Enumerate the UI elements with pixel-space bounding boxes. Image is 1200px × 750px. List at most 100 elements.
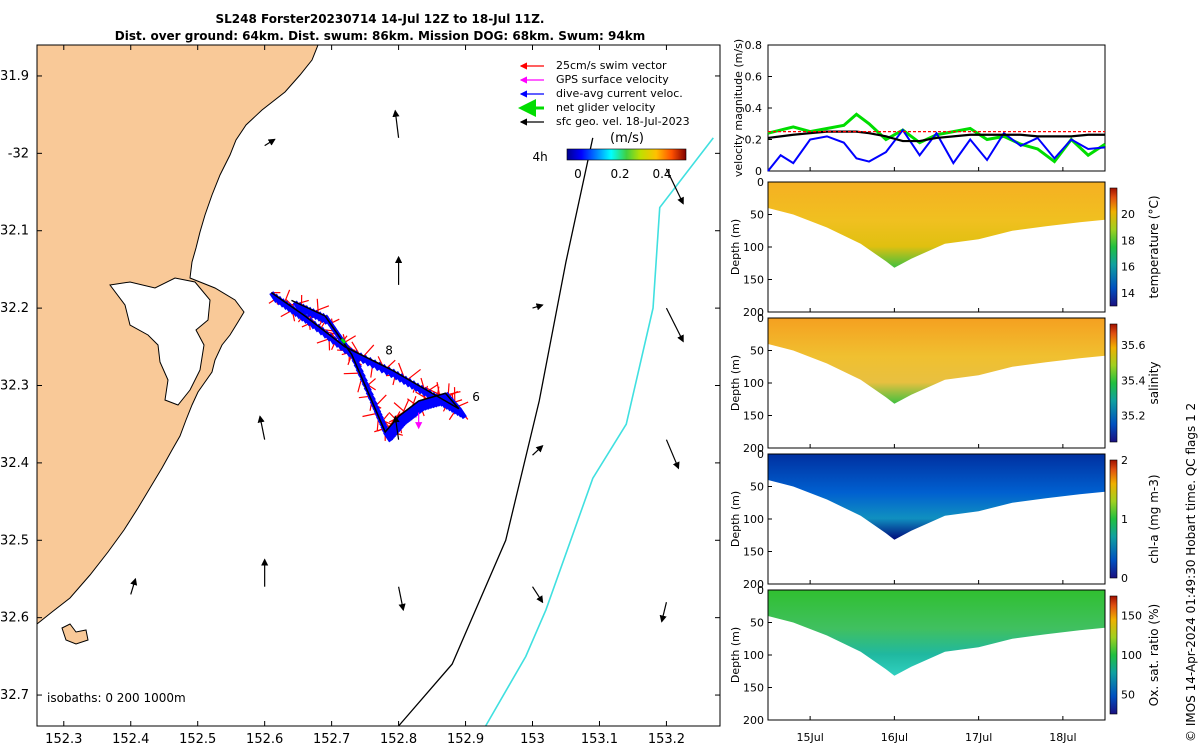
time-tick-label: 18Jul <box>1049 731 1076 744</box>
x-tick-label: 152.5 <box>179 732 216 747</box>
y-tick-label: 100 <box>743 513 764 526</box>
current-vector <box>429 395 441 408</box>
velocity-axes-frame <box>767 44 1106 172</box>
legend-glider-velocity: net glider velocity <box>556 101 656 114</box>
swim-vector <box>351 341 360 355</box>
swim-vector <box>362 412 378 418</box>
y-tick-label: 0.2 <box>745 134 763 147</box>
swim-vector <box>436 386 440 396</box>
annotation-6: 6 <box>472 390 480 404</box>
current-vector <box>410 404 421 417</box>
velocity-line <box>767 130 1105 143</box>
current-vector <box>366 357 377 369</box>
y-tick-label: 0 <box>757 448 764 461</box>
section-colorbar <box>1109 459 1118 579</box>
colorbar-unit: (m/s) <box>610 131 644 146</box>
geo-velocity-arrow <box>392 415 400 440</box>
current-vector <box>371 359 382 372</box>
colorbar-label: Ox. sat. ratio (%) <box>1147 604 1161 706</box>
velocity-series <box>767 112 1106 172</box>
y-tick-label: 200 <box>743 306 764 319</box>
velocity-line <box>767 128 1106 172</box>
legend-gps-velocity: GPS surface velocity <box>556 73 669 86</box>
section-chla: 0 50 100 150 200 Depth (m) 0 1 2 chl-a (mg m-3) <box>729 448 1161 591</box>
map-panel: 152.3 152.4 152.5 152.6 152.7 152.8 152.9 153 15… <box>0 44 721 747</box>
annotation-8: 8 <box>385 344 393 358</box>
section-fill <box>768 454 1105 540</box>
colorbar-tick-label: 20 <box>1121 208 1135 221</box>
swim-vector <box>412 395 417 406</box>
depth-ylabel: Depth (m) <box>729 219 742 275</box>
current-vector <box>432 394 443 407</box>
legend-current-velocity: dive-avg current veloc. <box>556 87 683 100</box>
geo-velocity-arrow <box>665 168 684 205</box>
geo-velocity-arrow <box>257 415 266 440</box>
glider-track <box>268 289 469 443</box>
x-tick-label: 152.8 <box>380 732 417 747</box>
depth-ylabel: Depth (m) <box>729 627 742 683</box>
swim-vector <box>393 402 406 413</box>
isobath-1000m-line <box>484 137 714 727</box>
map-legend: 25cm/s swim vector GPS surface velocity … <box>518 59 690 128</box>
y-tick-label: 0 <box>757 176 764 189</box>
y-tick-label: 32.1 <box>0 224 29 239</box>
y-tick-label: 50 <box>750 345 764 358</box>
y-tick-label: 31.9 <box>0 69 29 84</box>
current-vector <box>427 396 438 409</box>
colorbar-tick-label: 16 <box>1121 261 1135 274</box>
colorbar-tick-label: 2 <box>1121 454 1128 467</box>
y-tick-label: 0.8 <box>745 39 763 52</box>
y-tick-label: 200 <box>743 442 764 455</box>
swim-vector <box>420 377 425 389</box>
colorbar-tick-2: 0.4 <box>652 167 671 181</box>
time-tick-label: 16Jul <box>881 731 908 744</box>
current-vector <box>412 402 423 415</box>
legend-geo-velocity: sfc geo. vel. 18-Jul-2023 <box>556 115 690 128</box>
y-tick-label: 50 <box>750 617 764 630</box>
y-tick-label: 200 <box>743 714 764 727</box>
section-fill <box>768 590 1105 676</box>
geo-velocity-arrow <box>264 138 276 147</box>
y-tick-label: 50 <box>750 481 764 494</box>
isobath-label: isobaths: 0 200 1000m <box>47 691 186 705</box>
y-tick-label: 32.5 <box>0 533 29 548</box>
section-colorbar <box>1109 187 1118 307</box>
x-tick-label: 152.4 <box>112 732 149 747</box>
y-tick-label: 150 <box>743 682 764 695</box>
geo-velocity-arrow <box>532 586 544 604</box>
colorbar-tick-label: 150 <box>1121 610 1142 623</box>
section-colorbar <box>1109 595 1118 715</box>
y-tick-label: 32.2 <box>0 301 29 316</box>
swim-vector <box>377 356 384 366</box>
swim-vector <box>284 289 291 303</box>
x-tick-label: 153 <box>520 732 545 747</box>
geo-velocity-arrow <box>392 109 400 138</box>
current-vector <box>400 411 411 424</box>
y-tick-label: 150 <box>743 546 764 559</box>
speed-colorbar: (m/s) 0 0.2 0.4 <box>566 131 687 181</box>
geo-velocity-arrow <box>130 577 138 595</box>
swim-vector <box>358 395 370 399</box>
colorbar-tick-label: 35.6 <box>1121 339 1146 352</box>
legend-swim-vector: 25cm/s swim vector <box>556 59 667 72</box>
current-vector <box>357 352 368 365</box>
section-fill <box>768 318 1105 404</box>
colorbar-tick-label: 0 <box>1121 572 1128 585</box>
x-tick-label: 153.2 <box>648 732 685 747</box>
y-tick-label: 0.4 <box>745 102 763 115</box>
section-colorbar <box>1109 323 1118 443</box>
swim-vector <box>363 344 375 357</box>
current-vector <box>292 300 303 313</box>
time-tick-label: 15Jul <box>796 731 823 744</box>
current-vector <box>398 413 409 426</box>
x-tick-label: 152.9 <box>447 732 484 747</box>
y-tick-label: 100 <box>743 241 764 254</box>
track-line <box>270 292 460 434</box>
current-vector <box>421 398 433 410</box>
y-tick-label: 100 <box>743 377 764 390</box>
chart-title-line2: Dist. over ground: 64km. Dist. swum: 86k… <box>114 29 646 43</box>
y-tick-label: 0.6 <box>745 71 763 84</box>
y-tick-label: 32.3 <box>0 379 29 394</box>
geo-velocity-arrow <box>665 307 684 343</box>
